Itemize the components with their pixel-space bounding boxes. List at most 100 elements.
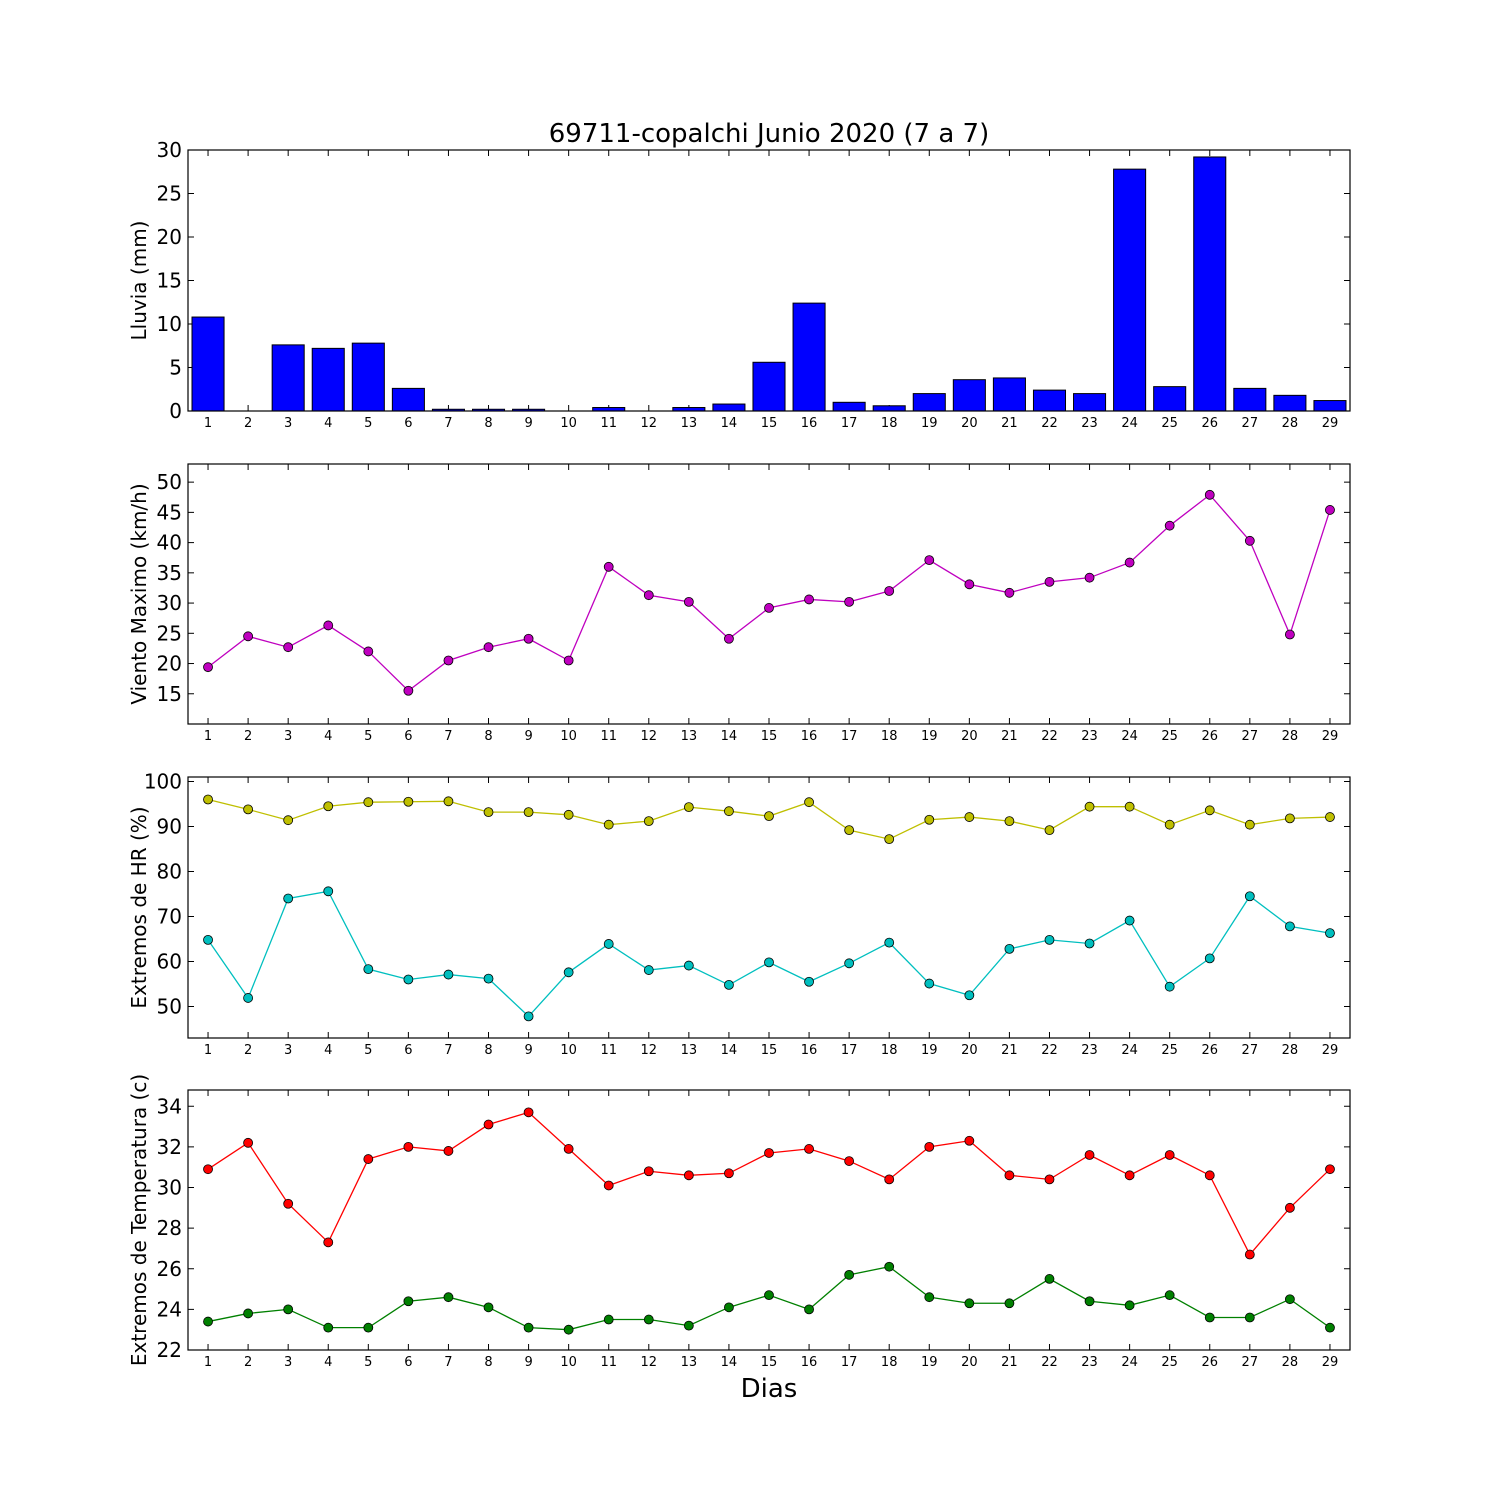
data-point [844,958,855,969]
rain-bar [351,342,385,412]
x-tick-label: 25 [1161,416,1178,431]
x-tick-label: 17 [841,416,858,431]
data-point [1044,825,1055,835]
data-point [683,960,694,971]
x-tick-label: 6 [404,729,412,744]
data-point [764,603,774,613]
x-tick-label: 2 [244,729,252,744]
data-point [1284,921,1295,932]
data-point [443,796,454,807]
y-tick-label: 50 [157,470,182,494]
x-tick-label: 28 [1282,1043,1299,1058]
data-point [603,1180,614,1191]
data-point [764,957,774,968]
x-tick-label: 3 [284,1355,292,1370]
data-point [1164,520,1175,531]
data-point [1044,1174,1055,1185]
x-tick-label: 13 [681,1043,698,1058]
data-point [1004,944,1015,954]
x-tick-label: 4 [324,1043,332,1058]
rain-bar [952,379,986,412]
data-point [1164,819,1175,830]
data-point [443,1292,454,1303]
data-point [1004,816,1015,826]
data-point [1124,915,1135,926]
data-point [1004,1298,1015,1309]
x-tick-label: 29 [1322,1043,1339,1058]
data-point [1284,1202,1295,1213]
x-tick-label: 5 [364,1355,372,1370]
x-tick-label: 22 [1041,1043,1058,1058]
y-tick-label: 20 [157,652,182,676]
x-tick-label: 7 [444,416,452,431]
x-tick-label: 12 [641,1043,658,1058]
x-tick-label: 2 [244,416,252,431]
x-tick-label: 26 [1201,729,1218,744]
x-axis-label: Dias [741,1374,798,1404]
data-point [643,1314,654,1325]
x-tick-label: 12 [641,416,658,431]
x-tick-label: 29 [1322,1355,1339,1370]
data-point [403,1296,414,1307]
x-tick-label: 7 [444,1355,452,1370]
data-point [924,555,935,566]
data-point [483,973,494,984]
x-tick-label: 4 [324,416,332,431]
rain-bar [1193,156,1227,412]
x-tick-label: 11 [600,729,617,744]
y-tick-label: 34 [157,1094,182,1118]
data-point [724,633,734,644]
y-tick-label: 60 [157,950,182,974]
data-point [724,1302,734,1313]
x-tick-label: 4 [324,1355,332,1370]
x-tick-label: 5 [364,1043,372,1058]
x-tick-label: 21 [1001,416,1018,431]
y-tick-label: 100 [144,770,182,794]
data-point [1204,1312,1215,1323]
data-point [243,993,254,1003]
x-tick-label: 20 [961,416,978,431]
data-point [683,1170,694,1181]
y-tick-label: 5 [169,356,182,380]
data-point [363,1154,374,1164]
x-tick-label: 20 [961,729,978,744]
data-point [563,1324,574,1335]
x-tick-label: 9 [524,729,532,744]
data-point [563,967,574,978]
x-tick-label: 23 [1081,416,1098,431]
x-tick-label: 3 [284,1043,292,1058]
x-tick-label: 5 [364,729,372,744]
rain-bar [832,401,866,412]
data-point [683,1320,694,1331]
x-tick-label: 23 [1081,1043,1098,1058]
data-point [323,801,334,812]
x-tick-label: 29 [1322,729,1339,744]
data-point [1284,1294,1295,1305]
data-point [1124,1170,1135,1181]
data-point [443,969,454,980]
x-tick-label: 28 [1282,729,1299,744]
x-tick-label: 7 [444,1043,452,1058]
x-tick-label: 12 [641,1355,658,1370]
data-point [243,631,254,642]
y-tick-label: 30 [157,1176,182,1200]
x-tick-label: 10 [560,729,577,744]
x-tick-label: 23 [1081,1355,1098,1370]
data-point [1164,1290,1175,1301]
axes-frame [187,776,1351,1039]
x-tick-label: 5 [364,416,372,431]
data-point [1084,1296,1095,1307]
data-point [804,594,814,605]
rain-bar [752,361,786,412]
data-point [964,990,975,1001]
y-tick-label: 15 [157,682,182,706]
x-tick-label: 15 [761,1043,778,1058]
x-tick-label: 22 [1041,1355,1058,1370]
x-tick-label: 10 [560,1355,577,1370]
x-tick-label: 16 [801,416,818,431]
x-tick-label: 15 [761,1355,778,1370]
data-point [603,819,614,830]
y-axis-label: Extremos de Temperatura (c) [127,1074,151,1366]
data-point [243,1308,254,1319]
